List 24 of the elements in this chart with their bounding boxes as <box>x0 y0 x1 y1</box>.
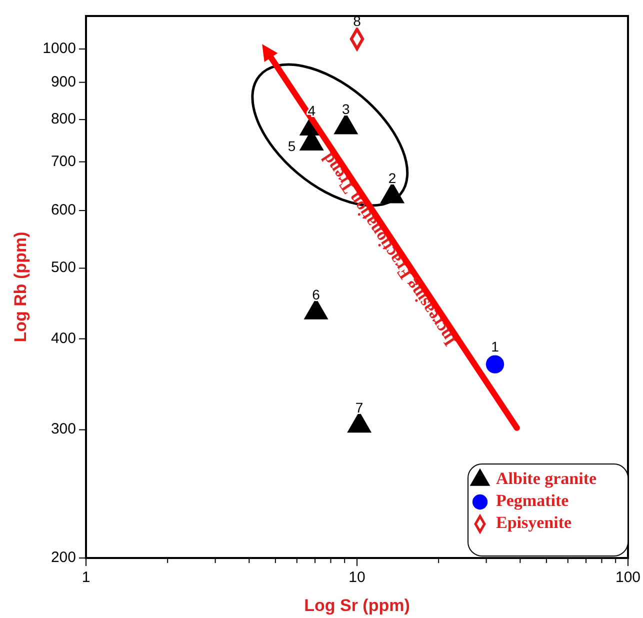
annotation: 1 <box>491 338 500 354</box>
annotation: 7 <box>355 400 364 416</box>
x-axis-title: Log Sr (ppm) <box>304 596 410 615</box>
y-tick-label: 600 <box>50 202 76 219</box>
annotation: 3 <box>342 101 350 118</box>
y-tick-label: 300 <box>50 420 76 438</box>
y-tick-label: 400 <box>50 330 76 347</box>
annotation: 2 <box>388 170 396 186</box>
y-tick-label: 1000 <box>42 40 76 57</box>
annotation: 5 <box>288 138 296 154</box>
annotation: 6 <box>312 286 320 302</box>
y-tick-label: 500 <box>50 259 76 276</box>
y-tick-label: 800 <box>50 110 76 128</box>
legend-label: Albite granite <box>496 468 598 488</box>
legend-label: Pegmatite <box>496 490 570 510</box>
x-tick-label: 1 <box>82 569 90 586</box>
annotation: 4 <box>308 102 316 118</box>
y-tick-label: 200 <box>50 548 76 566</box>
y-tick-label: 900 <box>50 73 76 90</box>
y-axis-title: Log Rb (ppm) <box>11 232 30 342</box>
legend-label: Episyenite <box>496 512 572 532</box>
x-tick-label: 10 <box>348 569 366 586</box>
y-tick-label: 700 <box>50 152 76 170</box>
x-tick-label: 100 <box>615 569 641 586</box>
